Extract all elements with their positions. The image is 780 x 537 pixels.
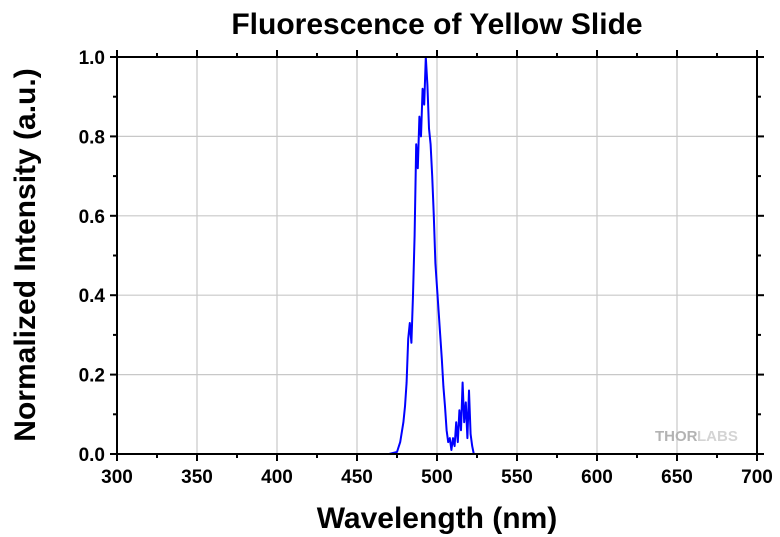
y-tick-label: 0.4 [79,286,106,307]
x-tick-labels: 300 350 400 450 500 550 600 650 700 [101,467,773,488]
y-tick-label: 0.6 [79,207,105,228]
spectrum-line [157,56,475,455]
series-layer [157,56,475,455]
x-tick-label: 500 [421,467,453,488]
watermark-text-labs: LABS [697,428,738,445]
watermark-text-thor: THOR [655,428,698,445]
x-tick-label: 600 [581,467,613,488]
grid-lines [117,57,757,454]
axis-ticks [110,50,764,461]
x-tick-label: 700 [741,467,773,488]
y-tick-label: 0.2 [79,366,105,387]
y-tick-label: 0.8 [79,127,105,148]
x-tick-label: 650 [661,467,693,488]
y-tick-labels: 0.0 0.2 0.4 0.6 0.8 1.0 [79,48,106,466]
x-tick-label: 550 [501,467,533,488]
x-tick-label: 450 [341,467,373,488]
x-axis-label: Wavelength (nm) [317,502,558,535]
y-tick-label: 1.0 [79,48,105,69]
y-axis-label: Normalized Intensity (a.u.) [9,68,42,441]
x-tick-label: 350 [181,467,213,488]
x-tick-label: 400 [261,467,293,488]
thorlabs-watermark: THOR LABS [655,428,738,445]
chart-title: Fluorescence of Yellow Slide [231,8,642,41]
x-tick-label: 300 [101,467,133,488]
y-tick-label: 0.0 [79,445,105,466]
